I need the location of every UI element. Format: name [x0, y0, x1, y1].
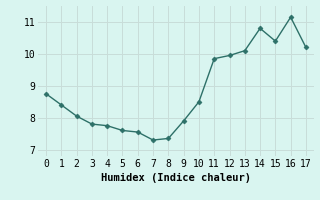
- X-axis label: Humidex (Indice chaleur): Humidex (Indice chaleur): [101, 173, 251, 183]
